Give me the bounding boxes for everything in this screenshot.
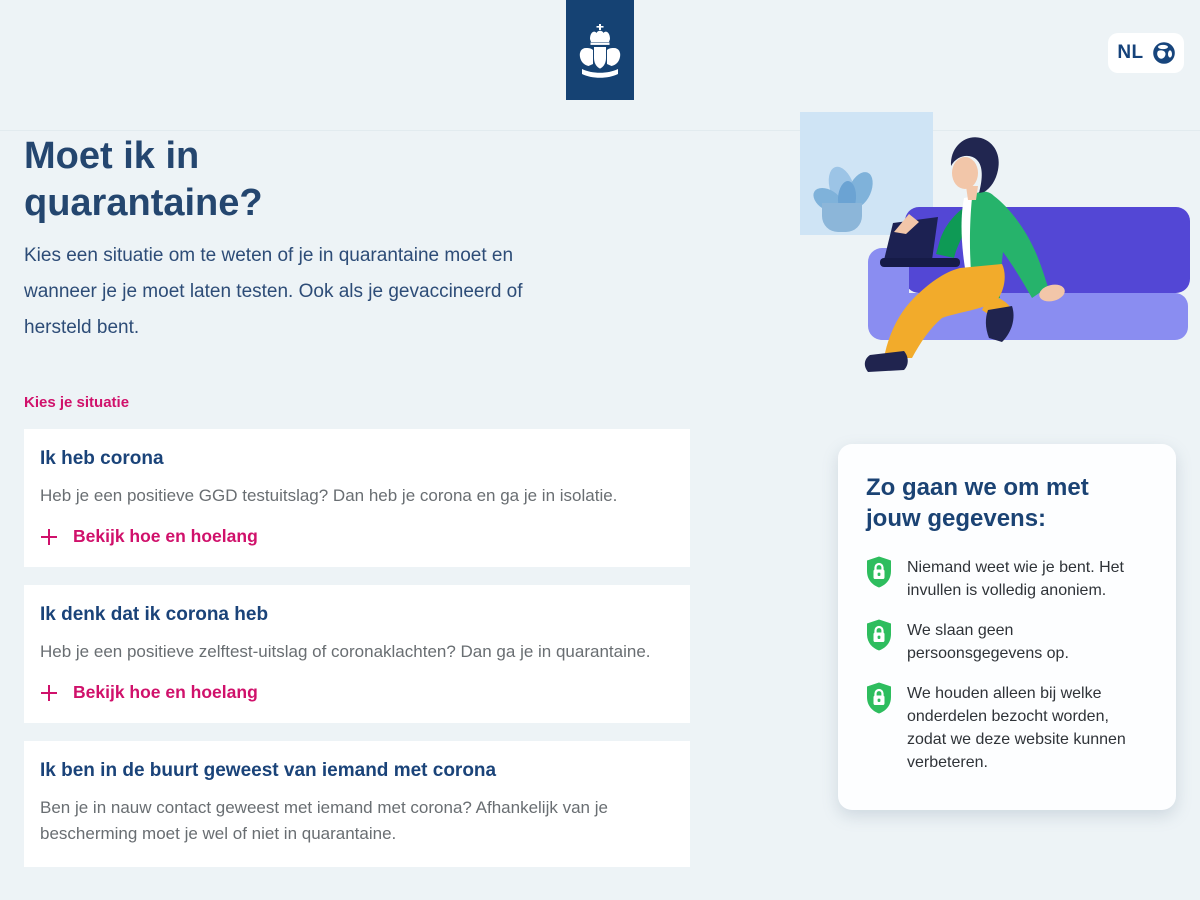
rijksoverheid-logo[interactable] <box>566 0 634 100</box>
shield-lock-icon <box>867 619 891 651</box>
shield-lock-icon <box>867 556 891 588</box>
situation-cards: Ik heb corona Heb je een positieve GGD t… <box>24 429 690 867</box>
plus-icon <box>41 684 57 701</box>
privacy-item: We houden alleen bij welke onderdelen be… <box>866 682 1148 774</box>
shield-lock-icon <box>867 682 891 714</box>
privacy-list: Niemand weet wie je bent. Het invullen i… <box>866 556 1148 774</box>
globe-icon <box>1152 42 1175 64</box>
rijksoverheid-crest-icon <box>579 24 621 78</box>
privacy-item: We slaan geen persoonsgegevens op. <box>866 619 1148 665</box>
page-title: Moet ik in quarantaine? <box>24 135 263 224</box>
expand-link-label: Bekijk hoe en hoelang <box>73 682 258 702</box>
situation-card-title: Ik heb corona <box>40 448 164 469</box>
illustration-person-on-couch <box>790 100 1200 400</box>
privacy-item: Niemand weet wie je bent. Het invullen i… <box>866 556 1148 602</box>
situation-card-description: Ben je in nauw contact geweest met ieman… <box>40 798 608 843</box>
privacy-card: Zo gaan we om met jouw gegevens: Niemand… <box>838 444 1176 810</box>
plant-illustration <box>813 166 873 232</box>
situation-card-title: Ik denk dat ik corona heb <box>40 604 269 625</box>
plus-icon <box>41 528 57 545</box>
expand-link[interactable]: Bekijk hoe en hoelang <box>40 682 674 703</box>
intro-text: Kies een situatie om te weten of je in q… <box>24 245 523 338</box>
situations-label: Kies je situatie <box>24 394 130 411</box>
situation-card-ik-heb-corona: Ik heb corona Heb je een positieve GGD t… <box>24 429 690 567</box>
language-label: NL <box>1117 42 1144 63</box>
situation-card-title: Ik ben in de buurt geweest van iemand me… <box>40 760 497 781</box>
privacy-item-text: We slaan geen persoonsgegevens op. <box>907 622 1069 662</box>
situation-card-in-de-buurt-geweest: Ik ben in de buurt geweest van iemand me… <box>24 741 690 867</box>
person-illustration <box>864 137 1065 372</box>
situation-card-description: Heb je een positieve zelftest-uitslag of… <box>40 642 651 661</box>
expand-link[interactable]: Bekijk hoe en hoelang <box>40 526 674 547</box>
header-divider <box>0 130 1200 131</box>
language-switcher[interactable]: NL <box>1108 33 1184 73</box>
situation-card-ik-denk-dat-ik-corona-heb: Ik denk dat ik corona heb Heb je een pos… <box>24 585 690 723</box>
privacy-item-text: Niemand weet wie je bent. Het invullen i… <box>907 559 1124 599</box>
expand-link-label: Bekijk hoe en hoelang <box>73 526 258 546</box>
privacy-item-text: We houden alleen bij welke onderdelen be… <box>907 685 1126 771</box>
situation-card-description: Heb je een positieve GGD testuitslag? Da… <box>40 486 618 505</box>
privacy-card-title: Zo gaan we om met jouw gegevens: <box>866 474 1089 532</box>
